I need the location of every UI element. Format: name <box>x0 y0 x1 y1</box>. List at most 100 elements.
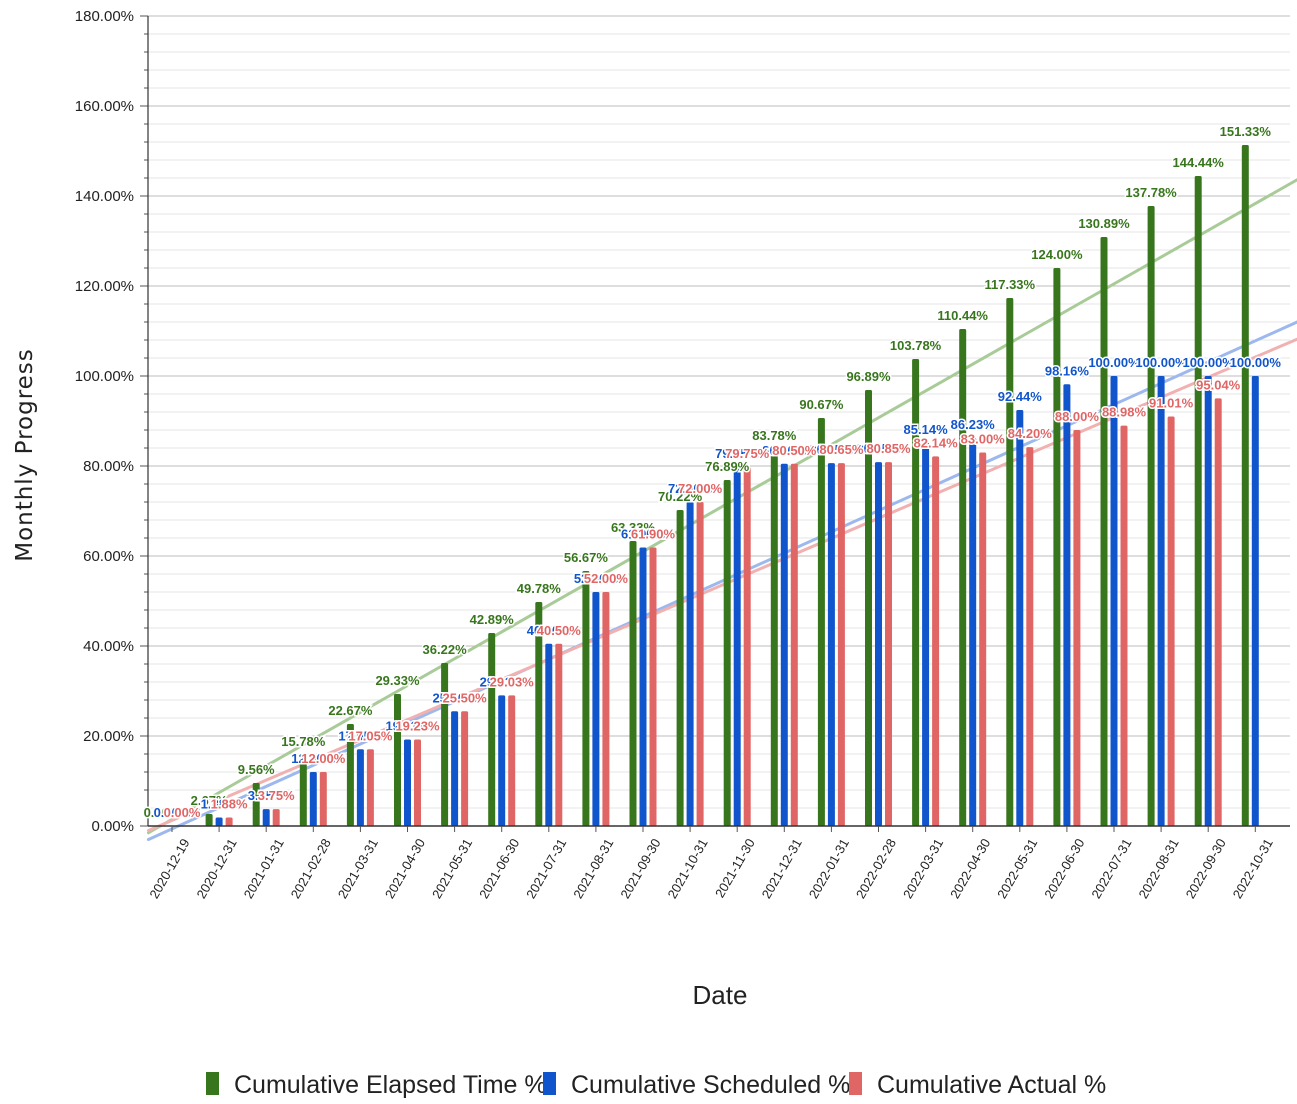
bar <box>1205 376 1212 826</box>
x-tick-label: 2021-03-31 <box>335 836 381 901</box>
bar <box>394 694 401 826</box>
y-tick-label: 0.00% <box>91 818 134 835</box>
data-label: 88.98% <box>1102 405 1147 420</box>
bar <box>630 541 637 826</box>
bar <box>744 467 751 826</box>
bar <box>687 502 694 826</box>
y-tick-label: 20.00% <box>83 728 134 745</box>
data-label: 86.23% <box>951 417 996 432</box>
y-axis-title: Monthly Progress <box>12 348 38 562</box>
x-axis-title: Date <box>693 980 748 1010</box>
bar <box>781 464 788 826</box>
x-tick-label: 2021-12-31 <box>759 836 805 901</box>
data-label: 25.50% <box>443 690 488 705</box>
bar <box>451 711 458 826</box>
bar <box>602 592 609 826</box>
data-label: 29.33% <box>375 673 420 688</box>
bar <box>771 449 778 826</box>
x-tick-label: 2022-06-30 <box>1041 836 1087 901</box>
data-label: 72.00% <box>678 481 723 496</box>
data-label: 79.75% <box>725 446 770 461</box>
bar <box>441 663 448 826</box>
bar <box>1063 384 1070 826</box>
data-label: 88.00% <box>1055 409 1100 424</box>
y-tick-label: 80.00% <box>83 458 134 475</box>
data-label: 40.50% <box>537 623 582 638</box>
data-label: 100.00% <box>1135 355 1187 370</box>
bar <box>273 809 280 826</box>
x-tick-label: 2022-05-31 <box>994 836 1040 901</box>
bar <box>414 739 421 826</box>
legend-swatch <box>849 1072 862 1095</box>
legend-swatch <box>543 1072 556 1095</box>
bar <box>885 462 892 826</box>
bar <box>310 772 317 826</box>
y-tick-label: 160.00% <box>75 98 134 115</box>
data-label: 82.14% <box>914 435 959 450</box>
bar <box>320 772 327 826</box>
data-label: 52.00% <box>584 571 629 586</box>
data-label: 80.85% <box>866 441 911 456</box>
data-label: 130.89% <box>1078 216 1130 231</box>
bar <box>875 462 882 826</box>
y-tick-label: 60.00% <box>83 548 134 565</box>
x-tick-label: 2021-09-30 <box>617 836 663 901</box>
data-label: 3.75% <box>258 788 295 803</box>
bar <box>791 464 798 826</box>
bar <box>545 644 552 826</box>
data-label: 84.20% <box>1008 426 1053 441</box>
x-tick-label: 2022-08-31 <box>1135 836 1181 901</box>
x-tick-label: 2020-12-19 <box>146 836 192 901</box>
bar <box>216 818 223 826</box>
data-label: 1.88% <box>211 797 248 812</box>
bar <box>1242 145 1249 826</box>
bar <box>206 814 213 826</box>
data-label: 29.03% <box>490 674 535 689</box>
data-label: 144.44% <box>1173 155 1225 170</box>
data-label: 17.05% <box>348 728 393 743</box>
legend-label: Cumulative Scheduled % <box>571 1071 850 1099</box>
data-label: 9.56% <box>238 762 275 777</box>
y-tick-label: 180.00% <box>75 8 134 25</box>
bars <box>206 145 1259 826</box>
x-tick-label: 2022-04-30 <box>947 836 993 901</box>
data-label: 103.78% <box>890 338 942 353</box>
bar <box>979 453 986 827</box>
x-tick-label: 2022-10-31 <box>1230 836 1276 901</box>
x-tick-label: 2022-03-31 <box>900 836 946 901</box>
data-label: 42.89% <box>470 612 515 627</box>
x-tick-label: 2022-09-30 <box>1183 836 1229 901</box>
bar <box>1016 410 1023 826</box>
data-label: 15.78% <box>281 734 326 749</box>
x-tick-label: 2021-11-30 <box>712 836 758 900</box>
data-label: 95.04% <box>1196 377 1241 392</box>
bar <box>640 547 647 826</box>
legend-label: Cumulative Elapsed Time % <box>234 1071 547 1099</box>
bar <box>1195 176 1202 826</box>
data-label: 83.00% <box>961 432 1006 447</box>
bar <box>650 547 657 826</box>
x-tick-label: 2021-06-30 <box>476 836 522 901</box>
bar <box>582 571 589 826</box>
x-tick-label: 2021-01-31 <box>241 836 287 901</box>
bar <box>404 739 411 826</box>
grid <box>148 16 1290 826</box>
data-label: 0.00% <box>164 805 201 820</box>
bar <box>498 695 505 826</box>
data-label: 96.89% <box>846 369 891 384</box>
data-label: 61.90% <box>631 526 676 541</box>
bar <box>1073 430 1080 826</box>
bar <box>592 592 599 826</box>
bar <box>1111 376 1118 826</box>
x-tick-label: 2021-07-31 <box>523 836 569 901</box>
bar <box>734 467 741 826</box>
x-tick-label: 2021-05-31 <box>429 836 475 901</box>
bar <box>508 695 515 826</box>
bar <box>367 749 374 826</box>
bar <box>1026 447 1033 826</box>
bar <box>828 463 835 826</box>
bar <box>1053 268 1060 826</box>
data-label: 117.33% <box>984 277 1035 292</box>
bar <box>969 438 976 826</box>
